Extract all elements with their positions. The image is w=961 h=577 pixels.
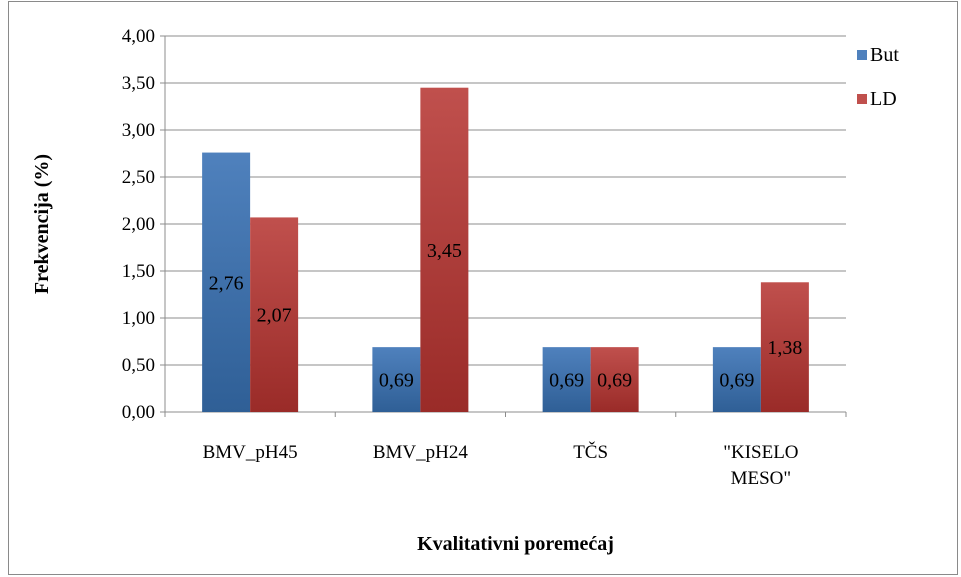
y-tick-label: 0,50	[122, 355, 155, 376]
bar-but	[202, 152, 251, 412]
data-label: 0,69	[597, 370, 632, 392]
bar-but	[542, 347, 591, 412]
legend-label-but: But	[870, 44, 899, 66]
data-label: 0,69	[379, 370, 414, 392]
y-tick-label: 1,50	[122, 261, 155, 282]
data-label: 2,07	[257, 305, 292, 327]
y-tick-label: 3,50	[122, 73, 155, 94]
x-tick-label: BMV_pH24	[373, 442, 469, 463]
bar-but	[372, 347, 421, 412]
data-label: 2,76	[209, 272, 244, 294]
y-tick-label: 2,00	[122, 214, 155, 235]
y-tick-label: 4,00	[122, 26, 155, 47]
y-tick-label: 1,00	[122, 308, 155, 329]
data-label: 0,69	[549, 370, 584, 392]
y-tick-label: 0,00	[122, 402, 155, 423]
x-tick-label: TČS	[573, 441, 608, 463]
x-tick-label: BMV_pH45	[203, 442, 298, 463]
bar-ld	[760, 282, 809, 412]
data-label: 3,45	[427, 240, 462, 262]
x-axis-title: Kvalitativni poremećaj	[417, 533, 614, 555]
y-axis-title: Frekvencija (%)	[31, 154, 53, 294]
bar-but	[712, 347, 761, 412]
legend-swatch-but	[857, 50, 867, 60]
data-label: 1,38	[767, 337, 802, 359]
bar-ld	[590, 347, 639, 412]
legend-label-ld: LD	[870, 88, 897, 110]
legend-swatch-ld	[857, 94, 867, 104]
x-tick-label: MESO"	[731, 468, 792, 489]
bar-ld	[250, 217, 299, 412]
y-tick-label: 3,00	[122, 120, 155, 141]
y-tick-label: 2,50	[122, 167, 155, 188]
x-tick-label: "KISELO	[723, 442, 798, 463]
bar-ld	[420, 87, 469, 412]
data-label: 0,69	[719, 370, 754, 392]
